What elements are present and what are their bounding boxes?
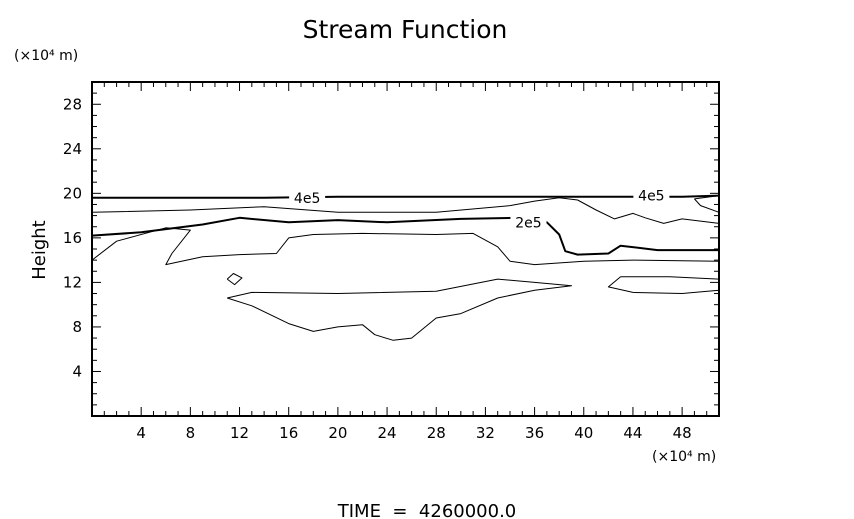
y-unit-label: (×10⁴ m) [14, 48, 78, 64]
x-tick-label: 20 [328, 424, 347, 442]
contour-line-heavy [92, 194, 720, 199]
y-tick-label: 24 [63, 140, 82, 158]
contour-line [91, 227, 720, 266]
y-tick-label: 12 [63, 273, 82, 291]
contour-label-background [633, 186, 670, 203]
x-tick-label: 28 [427, 424, 446, 442]
x-tick-label: 4 [136, 424, 146, 442]
chart-title: Stream Function [303, 15, 508, 44]
contour-line [607, 276, 720, 294]
contour-line [91, 197, 720, 224]
x-tick-label: 32 [476, 424, 495, 442]
contour-label-background [510, 213, 547, 230]
x-tick-label: 16 [279, 424, 298, 442]
contour-label: 4e5 [638, 189, 664, 205]
y-tick-label: 16 [63, 229, 82, 247]
y-tick-label: 8 [72, 318, 82, 336]
contour-line [227, 278, 572, 341]
x-tick-label: 44 [623, 424, 642, 442]
x-unit-label: (×10⁴ m) [652, 449, 716, 465]
x-tick-label: 48 [673, 424, 692, 442]
contour-lines [91, 194, 720, 341]
x-tick-label: 12 [230, 424, 249, 442]
contour-line [226, 273, 243, 286]
y-tick-label: 28 [63, 95, 82, 113]
contour-label: 2e5 [515, 215, 541, 231]
contour-labels: 4e5 2e5 4e5 [289, 186, 670, 231]
y-tick-label: 4 [72, 362, 82, 380]
contour-label: 4e5 [294, 191, 320, 207]
plot-frame [91, 81, 720, 417]
contour-label-background [289, 188, 326, 205]
x-tick-label: 24 [378, 424, 397, 442]
x-tick-label: 8 [186, 424, 196, 442]
contour-line [694, 195, 720, 213]
y-tick-label: 20 [63, 184, 82, 202]
y-axis-title: Height [29, 220, 50, 280]
x-tick-label: 40 [574, 424, 593, 442]
time-footer: TIME = 4260000.0 [337, 501, 517, 519]
x-tick-label: 36 [525, 424, 544, 442]
